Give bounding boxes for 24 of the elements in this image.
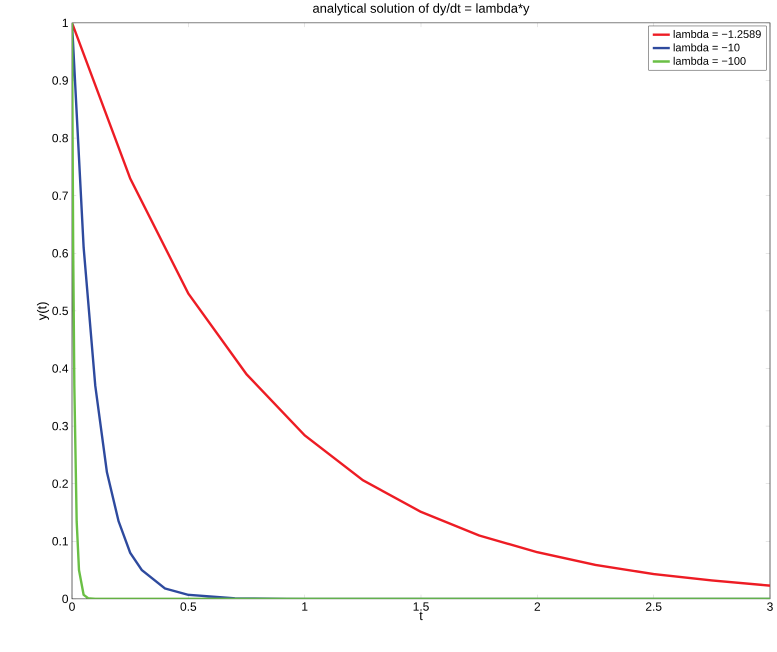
y-tick-label: 0.3 — [52, 422, 68, 430]
legend-label: lambda = −100 — [674, 56, 746, 65]
x-tick-label: 1 — [302, 602, 308, 611]
y-tick-label: 0.8 — [52, 134, 68, 142]
y-tick-label: 0.9 — [52, 76, 68, 85]
y-tick-label: 0 — [62, 594, 68, 604]
chart-title: analytical solution of dy/dt = lambda*y — [313, 3, 530, 16]
y-tick-label: 0.4 — [52, 364, 68, 373]
y-tick-label: 0.7 — [52, 192, 68, 200]
x-tick-label: 2 — [534, 602, 540, 611]
legend-label: lambda = −1.2589 — [674, 30, 761, 38]
legend-label: lambda = −10 — [674, 43, 740, 52]
x-axis-title: t — [419, 612, 423, 620]
x-tick-label: 2.5 — [646, 602, 662, 611]
x-tick-label: 3 — [767, 602, 773, 611]
y-tick-label: 0.5 — [52, 306, 68, 316]
y-tick-label: 0.6 — [52, 249, 68, 258]
x-tick-label: 0.5 — [180, 602, 196, 611]
y-tick-label: 0.2 — [52, 480, 68, 488]
y-tick-label: 0.1 — [52, 537, 68, 546]
x-tick-label: 0 — [69, 602, 75, 611]
y-tick-label: 1 — [62, 18, 68, 28]
y-axis-title: y(t) — [36, 302, 50, 320]
x-tick-label: 1.5 — [414, 602, 429, 611]
